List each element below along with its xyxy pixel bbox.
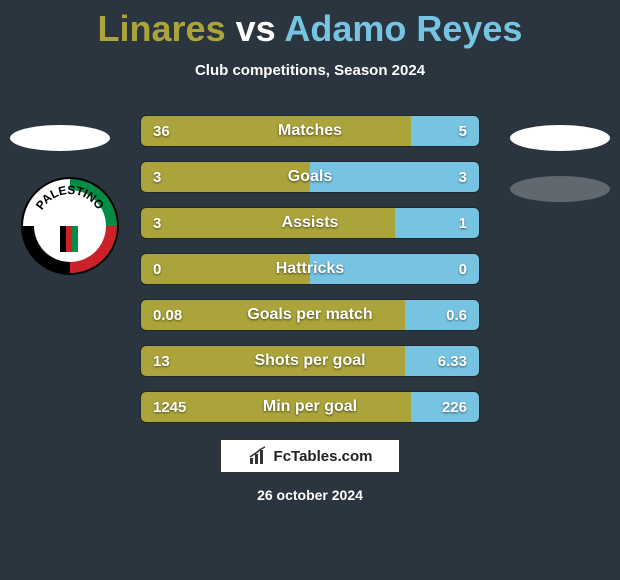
stat-label: Goals xyxy=(141,162,479,192)
club-logo-right-1 xyxy=(510,125,610,151)
stat-label: Min per goal xyxy=(141,392,479,422)
ellipse-icon xyxy=(10,125,110,151)
stat-row: 31Assists xyxy=(140,207,480,239)
stat-row: 136.33Shots per goal xyxy=(140,345,480,377)
footer-site-name: FcTables.com xyxy=(274,448,373,465)
club-logo-left-2: PALESTINO xyxy=(20,176,120,281)
stat-label: Goals per match xyxy=(141,300,479,330)
stat-row: 0.080.6Goals per match xyxy=(140,299,480,331)
stat-row: 365Matches xyxy=(140,115,480,147)
ellipse-icon xyxy=(510,176,610,202)
footer-date: 26 october 2024 xyxy=(0,487,620,503)
stat-label: Assists xyxy=(141,208,479,238)
stat-label: Hattricks xyxy=(141,254,479,284)
stats-bars: 365Matches 33Goals 31Assists 00Hattricks 0.0… xyxy=(140,115,480,423)
stat-row: 1245226Min per goal xyxy=(140,391,480,423)
stat-row: 00Hattricks xyxy=(140,253,480,285)
comparison-title: Linares vs Adamo Reyes xyxy=(0,0,620,50)
ellipse-icon xyxy=(510,125,610,151)
player2-name: Adamo Reyes xyxy=(284,8,522,49)
stat-label: Shots per goal xyxy=(141,346,479,376)
club-logo-left-1 xyxy=(10,125,110,151)
vs-text: vs xyxy=(236,8,276,49)
palestino-badge-icon: PALESTINO xyxy=(20,176,120,276)
subtitle: Club competitions, Season 2024 xyxy=(0,62,620,79)
player1-name: Linares xyxy=(98,8,226,49)
fctables-logo: FcTables.com xyxy=(220,439,400,473)
stat-label: Matches xyxy=(141,116,479,146)
club-logo-right-2 xyxy=(510,176,610,202)
chart-icon xyxy=(248,446,268,466)
stat-row: 33Goals xyxy=(140,161,480,193)
